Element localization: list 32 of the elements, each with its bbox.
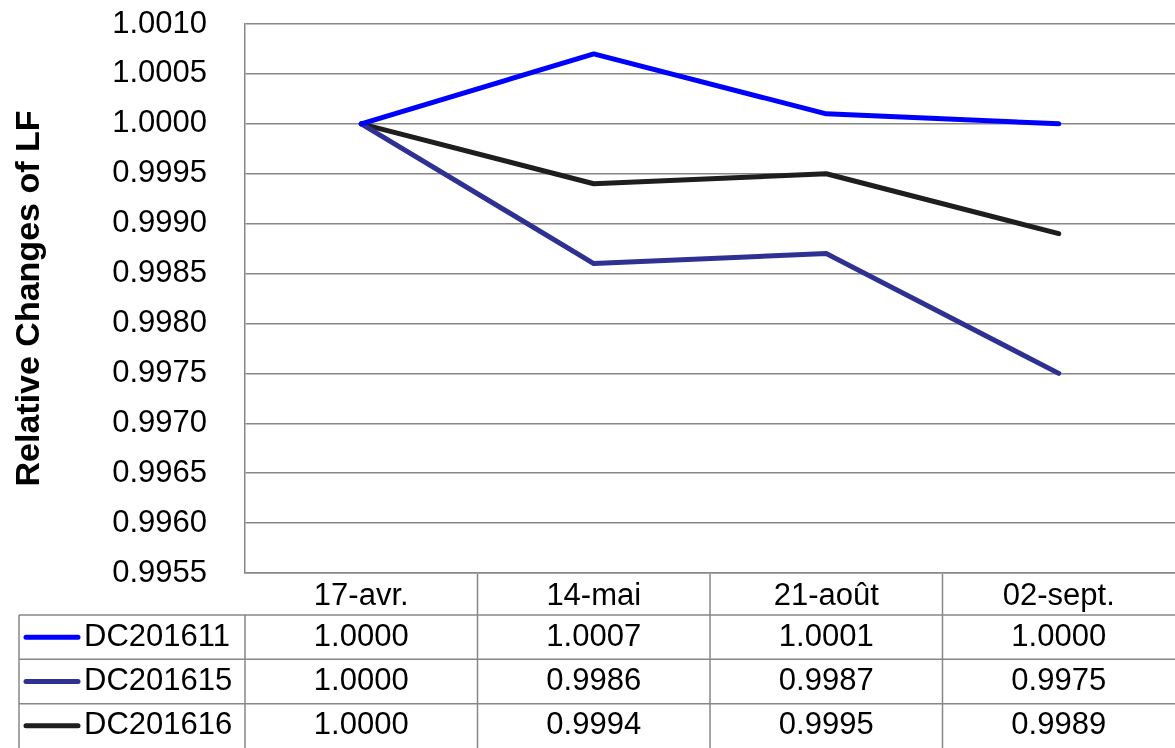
legend-label: DC201616 (84, 706, 233, 742)
data-label: 0.9994 (546, 706, 642, 742)
data-label: 1.0000 (1011, 617, 1107, 653)
y-tick-label: 1.0005 (112, 54, 207, 90)
y-tick-label: 0.9955 (112, 553, 207, 589)
data-label: 1.0001 (778, 617, 874, 653)
data-label: 0.9987 (778, 662, 874, 698)
data-label: 1.0000 (313, 662, 409, 698)
y-tick-label: 0.9995 (112, 154, 207, 190)
y-tick-label: 0.9980 (112, 304, 207, 339)
y-tick-label: 1.0000 (112, 104, 207, 140)
legend-label: DC201615 (84, 662, 233, 698)
y-tick-label: 0.9975 (112, 353, 207, 389)
y-tick-label: 0.9965 (112, 453, 207, 489)
data-label: 0.9986 (546, 662, 642, 698)
x-tick-label: 02-sept. (1002, 577, 1115, 613)
y-tick-label: 0.9985 (112, 254, 207, 290)
data-label: 0.9995 (778, 706, 874, 742)
x-tick-label: 14-mai (546, 577, 642, 613)
legend-label: DC201611 (84, 617, 230, 653)
data-label: 1.0000 (313, 617, 409, 653)
data-label: 0.9989 (1011, 706, 1107, 742)
data-label: 0.9975 (1011, 662, 1107, 698)
y-tick-label: 0.9960 (112, 503, 207, 539)
y-tick-label: 0.9970 (112, 403, 207, 439)
y-tick-label: 0.9990 (112, 204, 207, 240)
data-label: 1.0000 (313, 706, 409, 742)
x-tick-label: 17-avr. (313, 577, 409, 613)
data-label: 1.0007 (546, 617, 642, 653)
y-axis-title: Relative Changes of LF (7, 110, 46, 487)
x-tick-label: 21-août (773, 577, 880, 613)
y-tick-label: 1.0010 (112, 4, 207, 40)
